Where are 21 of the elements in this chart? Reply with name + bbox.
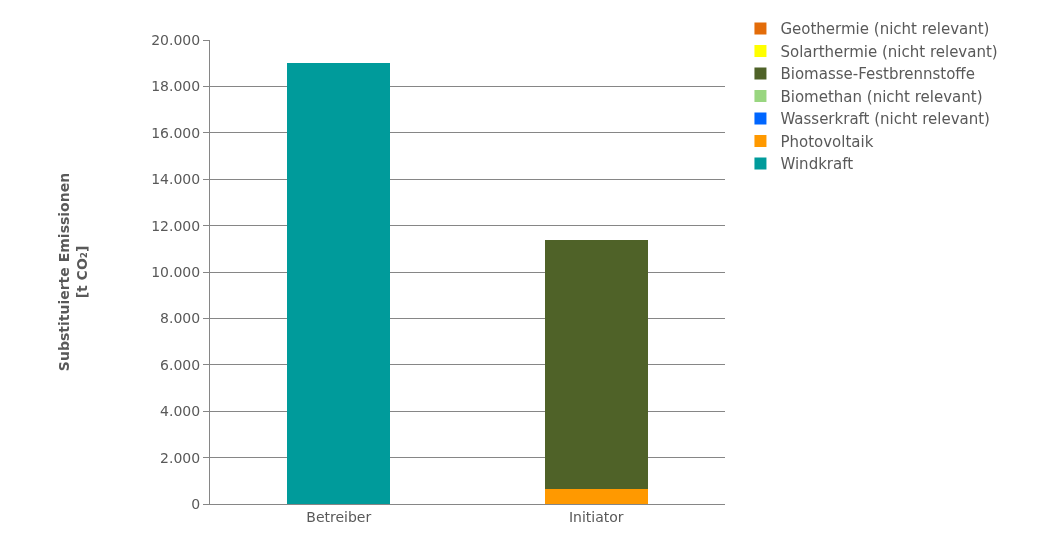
y-tick-label: 18.000 — [151, 78, 201, 95]
legend-label: Photovoltaik — [780, 132, 874, 151]
y-tick-label: 12.000 — [151, 217, 201, 234]
legend-label: Solarthermie (nicht relevant) — [780, 42, 998, 61]
legend-label: Biomasse-Festbrennstoffe — [780, 65, 975, 84]
y-tick-label: 16.000 — [151, 124, 201, 141]
y-tick-label: 2.000 — [160, 449, 201, 466]
legend-label: Wasserkraft (nicht relevant) — [780, 110, 990, 129]
y-tick-label: 14.000 — [151, 171, 201, 188]
legend-label: Biomethan (nicht relevant) — [780, 87, 983, 106]
y-tick-label: 20.000 — [151, 31, 201, 48]
x-tick-label: Betreiber — [306, 508, 372, 525]
legend-label: Windkraft — [780, 155, 854, 174]
y-axis-title: Substituierte Emissionen [t CO₂] — [55, 172, 90, 372]
legend-label: Geothermie (nicht relevant) — [780, 20, 990, 39]
y-tick-label: 8.000 — [160, 310, 201, 327]
y-tick-label: 10.000 — [151, 263, 201, 280]
y-tick-label: 0 — [191, 495, 201, 512]
y-tick-label: 4.000 — [160, 403, 201, 420]
y-tick-label: 6.000 — [160, 356, 201, 373]
x-tick-label: Initiator — [568, 508, 624, 525]
